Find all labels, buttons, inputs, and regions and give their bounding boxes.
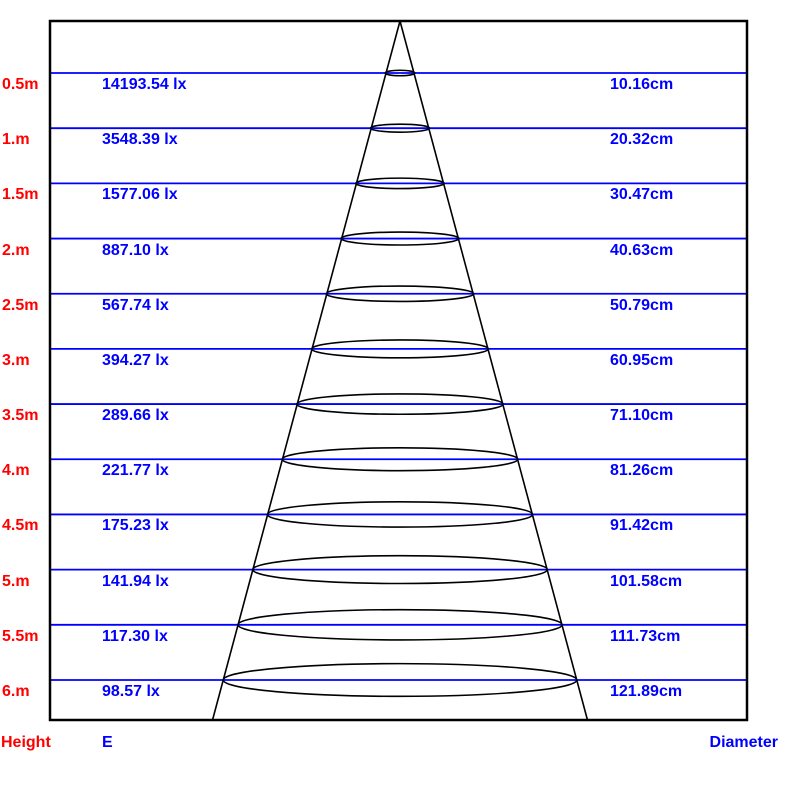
height-label: 4.5m	[2, 517, 39, 535]
illuminance-value: 117.30 lx	[102, 627, 168, 645]
beam-ellipse	[251, 554, 549, 585]
beam-ellipse	[325, 285, 475, 303]
height-label: 3.m	[2, 351, 30, 369]
height-column-label: Height	[1, 734, 51, 751]
e-column-label: E	[102, 734, 113, 751]
height-label: 1.5m	[2, 186, 39, 204]
beam-ellipse	[384, 69, 416, 77]
diameter-value: 111.73cm	[610, 627, 681, 645]
diameter-value: 50.79cm	[610, 296, 674, 314]
illuminance-value: 141.94 lx	[102, 572, 169, 590]
height-label: 5.m	[2, 572, 30, 590]
cone-left-edge	[211, 20, 401, 721]
cone-right-edge	[399, 20, 589, 721]
height-label: 6.m	[2, 682, 30, 700]
diameter-value: 40.63cm	[610, 241, 674, 259]
illuminance-value: 394.27 lx	[102, 351, 169, 369]
diagram-border	[48, 19, 749, 722]
illuminance-value: 3548.39 lx	[102, 131, 178, 149]
illuminance-value: 98.57 lx	[102, 682, 160, 700]
beam-ellipse	[222, 662, 578, 698]
diameter-value: 121.89cm	[610, 682, 683, 700]
height-label: 4.m	[2, 462, 30, 480]
diameter-value: 81.26cm	[610, 462, 674, 480]
beam-ellipse	[310, 339, 490, 359]
illuminance-value: 887.10 lx	[102, 241, 169, 259]
diameter-value: 20.32cm	[610, 131, 674, 149]
height-label: 0.5m	[2, 76, 39, 93]
beam-ellipse	[281, 447, 519, 472]
beam-ellipse	[296, 393, 504, 416]
diameter-column-label: Diameter	[709, 734, 778, 751]
height-label: 2.m	[2, 241, 30, 259]
height-label: 2.5m	[2, 296, 39, 314]
illuminance-value: 14193.54 lx	[102, 76, 187, 93]
beam-ellipse	[355, 177, 445, 190]
illuminance-value: 289.66 lx	[102, 407, 169, 425]
beam-ellipse	[266, 500, 534, 528]
illuminance-value: 175.23 lx	[102, 517, 169, 535]
diameter-value: 10.16cm	[610, 76, 674, 93]
diameter-value: 71.10cm	[610, 407, 674, 425]
diameter-value: 30.47cm	[610, 186, 674, 204]
height-label: 3.5m	[2, 407, 39, 425]
illuminance-value: 567.74 lx	[102, 296, 169, 314]
beam-ellipse	[237, 608, 563, 641]
height-label: 1.m	[2, 131, 30, 149]
illuminance-value: 1577.06 lx	[102, 186, 178, 204]
illuminance-value: 221.77 lx	[102, 462, 169, 480]
beam-ellipse	[369, 123, 431, 133]
diameter-value: 60.95cm	[610, 351, 674, 369]
height-label: 5.5m	[2, 627, 39, 645]
diameter-value: 101.58cm	[610, 572, 683, 590]
beam-ellipse	[340, 231, 460, 246]
diameter-value: 91.42cm	[610, 517, 674, 535]
